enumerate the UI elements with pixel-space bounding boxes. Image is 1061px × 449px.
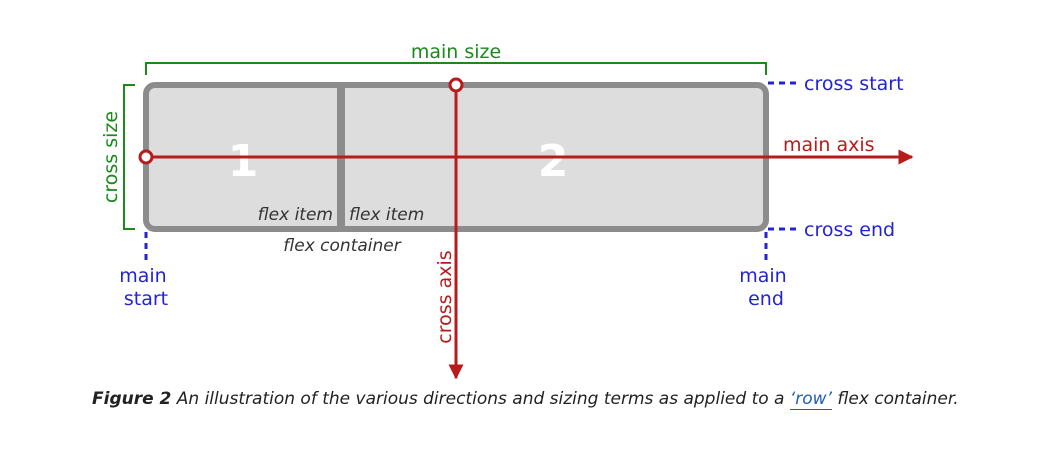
main-start-label: main start	[119, 265, 173, 310]
cross-end-label: cross end	[804, 219, 895, 241]
item-1-label: flex item	[258, 205, 333, 225]
figure-caption: Figure 2 An illustration of the various …	[92, 389, 1032, 410]
item-1-number: 1	[228, 136, 259, 187]
main-size-label: main size	[411, 41, 501, 63]
main-size-bracket	[145, 62, 767, 75]
caption-text-after: flex container.	[831, 389, 959, 409]
cross-size-label: cross size	[100, 111, 122, 203]
main-end-label: main end	[739, 265, 793, 310]
main-start-line1: main	[119, 265, 166, 287]
item-2-label: flex item	[349, 205, 424, 225]
cross-axis-label: cross axis	[434, 250, 456, 343]
main-start-line2: start	[124, 288, 168, 310]
item-2-number: 2	[538, 136, 569, 187]
cross-size-bracket	[123, 84, 135, 230]
cross-start-label: cross start	[804, 73, 904, 95]
caption-text-before: An illustration of the various direction…	[171, 389, 790, 409]
row-link[interactable]: ‘row’	[789, 389, 832, 410]
figure-label: Figure 2	[92, 389, 172, 409]
main-end-line1: main	[739, 265, 786, 287]
main-axis-origin	[138, 149, 154, 165]
flex-container-label: flex container	[283, 236, 401, 256]
main-end-line2: end	[748, 288, 784, 310]
main-axis-label: main axis	[783, 134, 875, 156]
cross-axis-origin	[448, 77, 464, 93]
